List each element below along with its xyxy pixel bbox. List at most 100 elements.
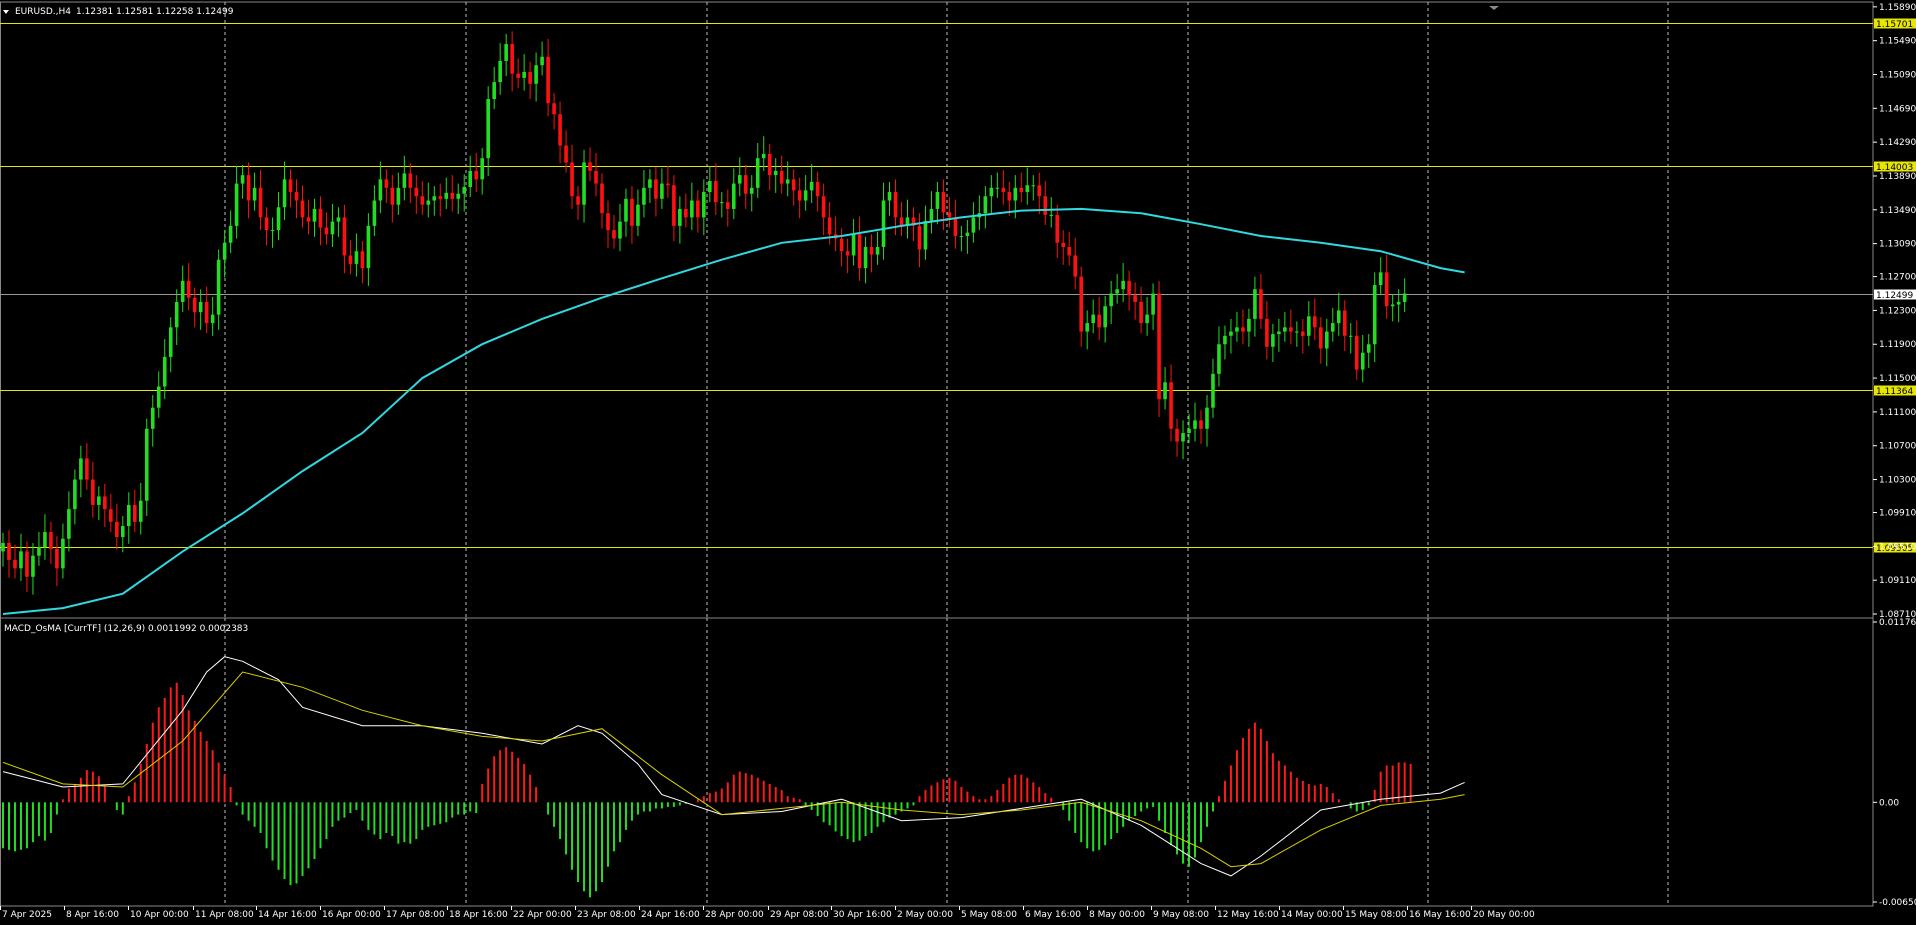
moving-average-line[interactable] bbox=[2, 207, 1465, 615]
candle[interactable] bbox=[174, 289, 179, 346]
candle[interactable] bbox=[420, 181, 425, 215]
candle[interactable] bbox=[73, 469, 77, 525]
candle[interactable] bbox=[138, 482, 143, 535]
candle[interactable] bbox=[1049, 197, 1054, 228]
candle[interactable] bbox=[150, 394, 155, 447]
candle[interactable] bbox=[168, 317, 173, 373]
candle[interactable] bbox=[767, 143, 772, 191]
candle[interactable] bbox=[869, 234, 874, 273]
candle[interactable] bbox=[378, 161, 383, 214]
candle[interactable] bbox=[714, 163, 718, 215]
candle[interactable] bbox=[1223, 325, 1227, 360]
candle[interactable] bbox=[1277, 318, 1281, 352]
candle[interactable] bbox=[504, 33, 508, 77]
candle[interactable] bbox=[204, 286, 209, 334]
candle[interactable] bbox=[486, 86, 490, 176]
candle[interactable] bbox=[582, 149, 586, 223]
candle[interactable] bbox=[49, 521, 53, 565]
candle[interactable] bbox=[408, 163, 413, 204]
candle[interactable] bbox=[1037, 172, 1042, 215]
candle[interactable] bbox=[1061, 230, 1066, 265]
candle[interactable] bbox=[702, 179, 706, 236]
candle[interactable] bbox=[294, 179, 299, 219]
candle[interactable] bbox=[1199, 410, 1203, 445]
candle[interactable] bbox=[905, 199, 910, 239]
candle[interactable] bbox=[1007, 181, 1012, 216]
candle[interactable] bbox=[300, 185, 305, 228]
candle[interactable] bbox=[1067, 231, 1072, 266]
candle[interactable] bbox=[1121, 263, 1125, 302]
candle[interactable] bbox=[612, 214, 616, 249]
candle[interactable] bbox=[1253, 276, 1257, 337]
candle[interactable] bbox=[162, 339, 167, 400]
candle[interactable] bbox=[456, 183, 461, 215]
candle[interactable] bbox=[642, 170, 646, 218]
candle[interactable] bbox=[989, 175, 994, 215]
candle[interactable] bbox=[1145, 296, 1149, 336]
candle[interactable] bbox=[474, 153, 479, 193]
candle[interactable] bbox=[803, 175, 808, 211]
macd-line[interactable] bbox=[2, 656, 1465, 877]
candle[interactable] bbox=[1019, 172, 1024, 203]
candle[interactable] bbox=[1354, 320, 1359, 380]
candle[interactable] bbox=[348, 240, 353, 275]
candle[interactable] bbox=[216, 249, 221, 330]
candle[interactable] bbox=[426, 182, 431, 218]
candle[interactable] bbox=[1390, 294, 1395, 322]
candle[interactable] bbox=[13, 544, 17, 579]
candle[interactable] bbox=[546, 38, 550, 116]
candle[interactable] bbox=[85, 443, 89, 490]
candle[interactable] bbox=[983, 186, 988, 229]
candle[interactable] bbox=[67, 491, 71, 552]
candle[interactable] bbox=[899, 202, 904, 237]
candle[interactable] bbox=[845, 238, 850, 274]
candle[interactable] bbox=[1043, 181, 1048, 226]
candle[interactable] bbox=[450, 175, 455, 212]
candle[interactable] bbox=[1313, 298, 1317, 341]
candle[interactable] bbox=[1001, 170, 1006, 205]
candle[interactable] bbox=[821, 183, 826, 236]
candle[interactable] bbox=[1396, 289, 1401, 323]
candle[interactable] bbox=[1, 532, 5, 567]
candle[interactable] bbox=[103, 483, 107, 527]
candle[interactable] bbox=[1360, 334, 1365, 383]
candle[interactable] bbox=[1348, 323, 1353, 354]
candle[interactable] bbox=[660, 168, 664, 209]
candle[interactable] bbox=[438, 183, 443, 217]
candle[interactable] bbox=[522, 54, 526, 91]
candle[interactable] bbox=[672, 175, 676, 242]
candle[interactable] bbox=[1259, 274, 1263, 330]
candle[interactable] bbox=[797, 177, 802, 219]
candle[interactable] bbox=[959, 225, 964, 252]
candle[interactable] bbox=[624, 188, 628, 237]
candle[interactable] bbox=[37, 531, 41, 566]
candle[interactable] bbox=[534, 52, 538, 102]
candle[interactable] bbox=[1217, 326, 1221, 387]
candle[interactable] bbox=[1181, 420, 1185, 460]
candle[interactable] bbox=[1175, 418, 1179, 457]
candle[interactable] bbox=[1103, 296, 1107, 343]
candle[interactable] bbox=[696, 190, 700, 233]
candle[interactable] bbox=[618, 203, 622, 252]
candle[interactable] bbox=[109, 493, 113, 532]
price-pane[interactable] bbox=[1, 31, 1465, 615]
candle[interactable] bbox=[91, 461, 95, 518]
candle[interactable] bbox=[941, 179, 946, 231]
candle[interactable] bbox=[115, 504, 119, 550]
candle[interactable] bbox=[785, 161, 790, 197]
candle[interactable] bbox=[576, 186, 580, 220]
candle[interactable] bbox=[1372, 272, 1377, 363]
candle[interactable] bbox=[947, 197, 952, 228]
candle[interactable] bbox=[1366, 334, 1371, 368]
candle[interactable] bbox=[336, 207, 341, 237]
candle[interactable] bbox=[1127, 270, 1131, 311]
candle[interactable] bbox=[1205, 394, 1209, 447]
candle[interactable] bbox=[97, 486, 101, 521]
candle[interactable] bbox=[198, 289, 203, 330]
candle[interactable] bbox=[492, 66, 496, 110]
candle[interactable] bbox=[288, 169, 293, 208]
candle[interactable] bbox=[366, 213, 371, 286]
candle[interactable] bbox=[1330, 307, 1335, 342]
candle[interactable] bbox=[61, 523, 65, 579]
candle[interactable] bbox=[839, 228, 844, 267]
